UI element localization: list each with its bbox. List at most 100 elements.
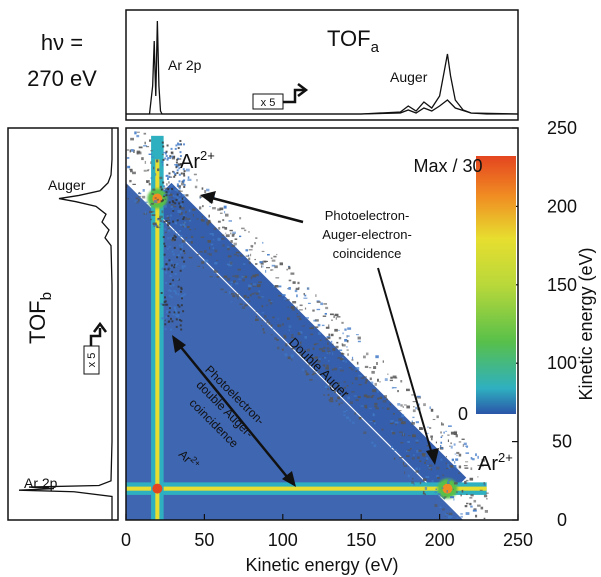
speckle (165, 258, 168, 261)
speckle (251, 292, 255, 295)
speckle (164, 198, 167, 200)
speckle (453, 443, 456, 446)
speckle (183, 174, 186, 177)
speckle (424, 461, 426, 464)
speckle (470, 505, 473, 508)
speckle (138, 195, 142, 198)
speckle (163, 194, 166, 197)
y-tick-label: 50 (552, 432, 572, 452)
speckle (311, 357, 315, 360)
speckle (389, 379, 393, 382)
speckle (422, 478, 427, 482)
speckle (225, 232, 227, 234)
speckle (180, 235, 183, 238)
speckle (276, 338, 279, 341)
speckle (355, 367, 360, 370)
speckle (278, 295, 282, 297)
speckle (202, 266, 204, 269)
speckle (179, 229, 182, 232)
speckle (220, 288, 224, 291)
speckle (469, 477, 474, 481)
speckle (345, 393, 348, 395)
speckle (180, 182, 185, 186)
speckle (455, 467, 458, 469)
speckle (464, 505, 468, 508)
speckle (138, 198, 140, 202)
speckle (163, 253, 166, 256)
speckle (307, 287, 309, 290)
speckle (156, 198, 159, 201)
speckle (451, 465, 454, 468)
speckle (182, 179, 185, 182)
speckle (135, 200, 139, 204)
speckle (391, 386, 394, 389)
speckle (440, 445, 442, 448)
speckle (393, 413, 395, 415)
speckle (227, 247, 230, 251)
speckle (353, 395, 357, 397)
speckle (129, 179, 132, 183)
speckle (355, 399, 359, 401)
speckle (445, 456, 447, 458)
speckle (447, 481, 450, 485)
speckle (163, 151, 167, 154)
speckle (165, 271, 168, 274)
speckle (331, 352, 334, 356)
speckle (407, 440, 411, 444)
speckle (175, 314, 178, 317)
speckle (178, 194, 181, 197)
speckle (304, 294, 307, 297)
speckle (406, 455, 410, 457)
speckle (168, 193, 173, 196)
speckle (402, 433, 404, 436)
speckle (316, 300, 320, 302)
speckle (165, 263, 168, 266)
speckle (291, 334, 294, 337)
speckle (317, 332, 322, 335)
speckle (451, 458, 454, 461)
speckle (185, 210, 187, 214)
speckle (160, 200, 163, 203)
speckle (318, 370, 321, 374)
speckle (201, 187, 204, 190)
speckle (182, 168, 185, 171)
speckle (262, 260, 267, 263)
speckle (450, 431, 455, 435)
speckle (440, 458, 443, 461)
speckle (338, 403, 341, 406)
speckle (178, 173, 181, 176)
speckle (313, 343, 317, 346)
speckle (461, 489, 464, 493)
speckle (196, 253, 199, 256)
speckle (338, 349, 343, 352)
x-tick-label: 250 (503, 530, 533, 550)
speckle (241, 306, 246, 309)
y-tick-label: 0 (557, 510, 567, 530)
tof-b-scale-arrow (89, 321, 107, 346)
speckle (227, 255, 232, 258)
speckle (166, 163, 169, 166)
speckle (327, 350, 331, 352)
speckle (171, 320, 174, 323)
speckle (175, 310, 178, 313)
speckle (167, 320, 170, 323)
speckle (398, 410, 402, 412)
speckle (173, 306, 176, 309)
speckle (255, 237, 258, 239)
speckle (446, 490, 448, 493)
speckle (431, 479, 434, 483)
tof-a-frame (125, 9, 519, 121)
speckle (164, 296, 167, 299)
speckle (223, 205, 227, 209)
speckle (172, 279, 175, 282)
speckle (171, 250, 174, 253)
tof-a-spectra (126, 20, 519, 115)
speckle (331, 319, 333, 321)
speckle (262, 265, 264, 268)
speckle (167, 315, 170, 318)
speckle (466, 493, 468, 496)
speckle (460, 513, 463, 515)
speckle (328, 385, 333, 387)
speckle (147, 169, 149, 172)
speckle (239, 303, 243, 305)
